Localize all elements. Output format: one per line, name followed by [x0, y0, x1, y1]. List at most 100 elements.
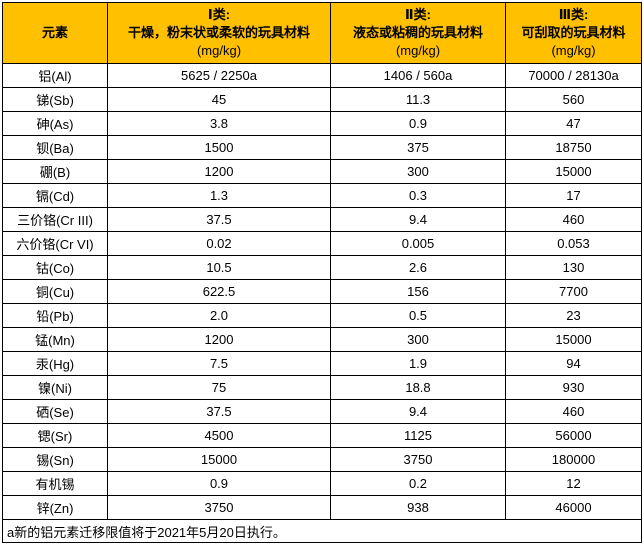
class-ii-value-cell: 0.3 [330, 183, 506, 208]
table-row: 钴(Co) 10.5 2.6 130 [2, 255, 642, 280]
table-row: 锑(Sb) 45 11.3 560 [2, 87, 642, 112]
header-row: 元素 Ⅰ类: 干燥，粉末状或柔软的玩具材料 (mg/kg) Ⅱ类: 液态或粘稠的… [2, 2, 642, 64]
class-iii-value-cell: 930 [505, 375, 642, 400]
class-ii-value-cell: 156 [330, 279, 506, 304]
class-i-value-cell: 1.3 [107, 183, 331, 208]
table-row: 钡(Ba) 1500 375 18750 [2, 135, 642, 160]
class-iii-value-cell: 17 [505, 183, 642, 208]
class-i-value-cell: 7.5 [107, 351, 331, 376]
class-ii-value-cell: 2.6 [330, 255, 506, 280]
element-name-cell: 三价铬(Cr III) [2, 207, 108, 232]
class-iii-value-cell: 7700 [505, 279, 642, 304]
class-i-value-cell: 5625 / 2250a [107, 63, 331, 88]
class-i-value-cell: 10.5 [107, 255, 331, 280]
class-ii-value-cell: 0.2 [330, 471, 506, 496]
class-i-value-cell: 4500 [107, 423, 331, 448]
element-column-label: 元素 [41, 25, 68, 40]
class-ii-unit: (mg/kg) [395, 43, 441, 58]
table-row: 硼(B) 1200 300 15000 [2, 159, 642, 184]
class-iii-value-cell: 0.053 [505, 231, 642, 256]
table-row: 镉(Cd) 1.3 0.3 17 [2, 183, 642, 208]
class-i-value-cell: 37.5 [107, 399, 331, 424]
table-row: 锰(Mn) 1200 300 15000 [2, 327, 642, 352]
element-name-cell: 铅(Pb) [2, 303, 108, 328]
class-i-value-cell: 75 [107, 375, 331, 400]
table-row: 锌(Zn) 3750 938 46000 [2, 495, 642, 520]
table-footer: a新的铝元素迁移限值将于2021年5月20日执行。 [2, 519, 642, 543]
header-cell-class-i: Ⅰ类: 干燥，粉末状或柔软的玩具材料 (mg/kg) [107, 2, 331, 64]
element-name-cell: 六价铬(Cr VI) [2, 231, 108, 256]
class-iii-value-cell: 46000 [505, 495, 642, 520]
class-i-value-cell: 0.9 [107, 471, 331, 496]
class-i-value-cell: 15000 [107, 447, 331, 472]
class-iii-value-cell: 180000 [505, 447, 642, 472]
element-name-cell: 铝(Al) [2, 63, 108, 88]
class-i-value-cell: 45 [107, 87, 331, 112]
class-ii-value-cell: 300 [330, 159, 506, 184]
element-name-cell: 铜(Cu) [2, 279, 108, 304]
class-i-value-cell: 1200 [107, 327, 331, 352]
table-row: 锡(Sn) 15000 3750 180000 [2, 447, 642, 472]
class-ii-value-cell: 3750 [330, 447, 506, 472]
class-i-value-cell: 1200 [107, 159, 331, 184]
table-body: 铝(Al) 5625 / 2250a 1406 / 560a 70000 / 2… [2, 63, 642, 520]
table-row: 六价铬(Cr VI) 0.02 0.005 0.053 [2, 231, 642, 256]
table-row: 汞(Hg) 7.5 1.9 94 [2, 351, 642, 376]
table-row: 锶(Sr) 4500 1125 56000 [2, 423, 642, 448]
class-iii-value-cell: 94 [505, 351, 642, 376]
class-iii-description: 可刮取的玩具材料 [521, 25, 626, 40]
class-iii-value-cell: 15000 [505, 327, 642, 352]
element-name-cell: 有机锡 [2, 471, 108, 496]
element-name-cell: 锰(Mn) [2, 327, 108, 352]
class-i-value-cell: 2.0 [107, 303, 331, 328]
table-row: 铅(Pb) 2.0 0.5 23 [2, 303, 642, 328]
class-ii-value-cell: 1406 / 560a [330, 63, 506, 88]
element-name-cell: 锡(Sn) [2, 447, 108, 472]
element-name-cell: 锶(Sr) [2, 423, 108, 448]
footnote-row: a新的铝元素迁移限值将于2021年5月20日执行。 [2, 519, 642, 543]
class-ii-value-cell: 300 [330, 327, 506, 352]
class-ii-value-cell: 375 [330, 135, 506, 160]
class-iii-value-cell: 130 [505, 255, 642, 280]
class-iii-value-cell: 460 [505, 207, 642, 232]
table-row: 砷(As) 3.8 0.9 47 [2, 111, 642, 136]
class-ii-value-cell: 9.4 [330, 207, 506, 232]
class-iii-value-cell: 460 [505, 399, 642, 424]
class-i-unit: (mg/kg) [196, 43, 242, 58]
table-row: 镍(Ni) 75 18.8 930 [2, 375, 642, 400]
class-iii-value-cell: 12 [505, 471, 642, 496]
class-iii-value-cell: 18750 [505, 135, 642, 160]
table-row: 铜(Cu) 622.5 156 7700 [2, 279, 642, 304]
header-cell-element: 元素 [2, 2, 108, 64]
element-name-cell: 锑(Sb) [2, 87, 108, 112]
class-ii-label: Ⅱ类: [405, 7, 431, 22]
element-name-cell: 钴(Co) [2, 255, 108, 280]
class-i-value-cell: 622.5 [107, 279, 331, 304]
class-ii-value-cell: 0.9 [330, 111, 506, 136]
class-ii-value-cell: 9.4 [330, 399, 506, 424]
class-iii-value-cell: 15000 [505, 159, 642, 184]
class-i-label: Ⅰ类: [207, 7, 231, 22]
table-row: 铝(Al) 5625 / 2250a 1406 / 560a 70000 / 2… [2, 63, 642, 88]
footnote-cell: a新的铝元素迁移限值将于2021年5月20日执行。 [2, 519, 642, 543]
class-iii-value-cell: 560 [505, 87, 642, 112]
element-name-cell: 镉(Cd) [2, 183, 108, 208]
class-ii-value-cell: 0.005 [330, 231, 506, 256]
table-row: 三价铬(Cr III) 37.5 9.4 460 [2, 207, 642, 232]
class-i-value-cell: 37.5 [107, 207, 331, 232]
class-iii-label: Ⅲ类: [558, 7, 589, 22]
class-i-value-cell: 3.8 [107, 111, 331, 136]
class-ii-description: 液态或粘稠的玩具材料 [352, 25, 483, 40]
class-ii-value-cell: 938 [330, 495, 506, 520]
class-iii-value-cell: 70000 / 28130a [505, 63, 642, 88]
table-row: 硒(Se) 37.5 9.4 460 [2, 399, 642, 424]
class-i-value-cell: 3750 [107, 495, 331, 520]
class-ii-value-cell: 1.9 [330, 351, 506, 376]
element-name-cell: 砷(As) [2, 111, 108, 136]
table-row: 有机锡 0.9 0.2 12 [2, 471, 642, 496]
element-name-cell: 镍(Ni) [2, 375, 108, 400]
class-i-description: 干燥，粉末状或柔软的玩具材料 [127, 25, 310, 40]
class-ii-value-cell: 11.3 [330, 87, 506, 112]
